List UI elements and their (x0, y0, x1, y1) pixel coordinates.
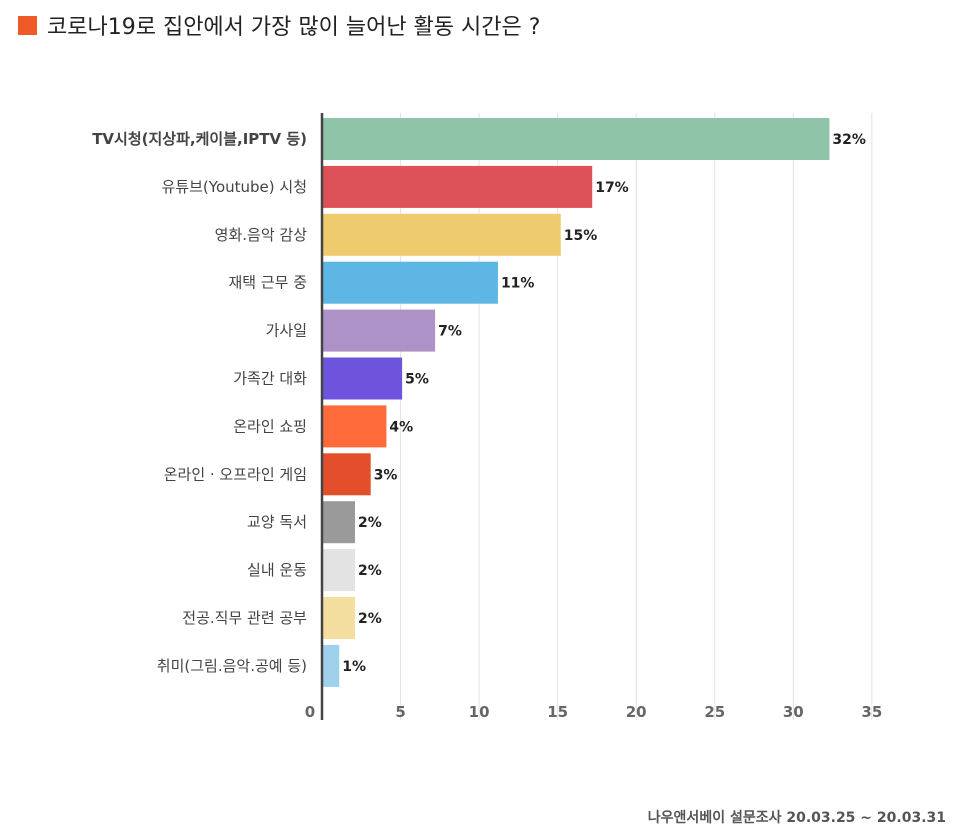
category-label: 유튜브(Youtube) 시청 (162, 178, 307, 196)
category-label: 교양 독서 (247, 513, 307, 531)
category-label: 가사일 (266, 322, 307, 340)
x-tick-label: 30 (783, 703, 804, 721)
category-label: 취미(그림.음악.공예 등) (157, 657, 307, 675)
title-text: 코로나19로 집안에서 가장 많이 늘어난 활동 시간은 ? (47, 15, 541, 40)
value-label: 2% (358, 563, 382, 579)
bar (322, 644, 340, 687)
value-label: 5% (405, 372, 429, 388)
category-label: 재택 근무 중 (228, 274, 307, 292)
category-label: 전공.직무 관련 공부 (182, 609, 307, 627)
bar (322, 549, 355, 592)
title-marker-square (18, 15, 37, 35)
x-tick-label: 5 (395, 703, 405, 721)
x-tick-label: 20 (626, 703, 647, 721)
x-tick-label: 35 (861, 703, 882, 721)
x-tick-label: 25 (704, 703, 725, 721)
category-label: 온라인 쇼핑 (233, 417, 307, 435)
value-label: 15% (564, 228, 598, 244)
category-label: 온라인 · 오프라인 게임 (164, 465, 307, 483)
value-label: 4% (389, 419, 413, 435)
x-tick-label: 15 (547, 703, 568, 721)
bar (322, 597, 355, 639)
value-label: 32% (832, 132, 866, 148)
value-label: 2% (358, 515, 382, 531)
bar (322, 309, 436, 352)
value-label: 1% (342, 659, 366, 675)
value-label: 2% (358, 611, 382, 627)
category-label: TV시청(지상파,케이블,IPTV 등) (92, 130, 307, 148)
x-tick-label: 10 (469, 703, 490, 721)
category-label: 가족간 대화 (233, 370, 307, 388)
value-label: 7% (438, 324, 462, 340)
category-label: 실내 운동 (247, 561, 307, 579)
bar (322, 261, 498, 304)
value-label: 3% (374, 467, 398, 483)
chart-title: 코로나19로 집안에서 가장 많이 늘어난 활동 시간은 ? (18, 10, 540, 40)
x-tick-label: 0 (305, 703, 315, 721)
value-label: 11% (501, 276, 535, 292)
category-label: 영화.음악 감상 (215, 226, 308, 244)
bar (322, 165, 593, 208)
bar (322, 501, 355, 544)
source-note: 나우앤서베이 설문조사 20.03.25 ~ 20.03.31 (647, 810, 946, 826)
bar (322, 357, 403, 400)
bar (322, 118, 830, 160)
value-label: 17% (595, 180, 629, 196)
bar (322, 405, 387, 448)
bar (322, 213, 561, 256)
bar (322, 453, 371, 496)
